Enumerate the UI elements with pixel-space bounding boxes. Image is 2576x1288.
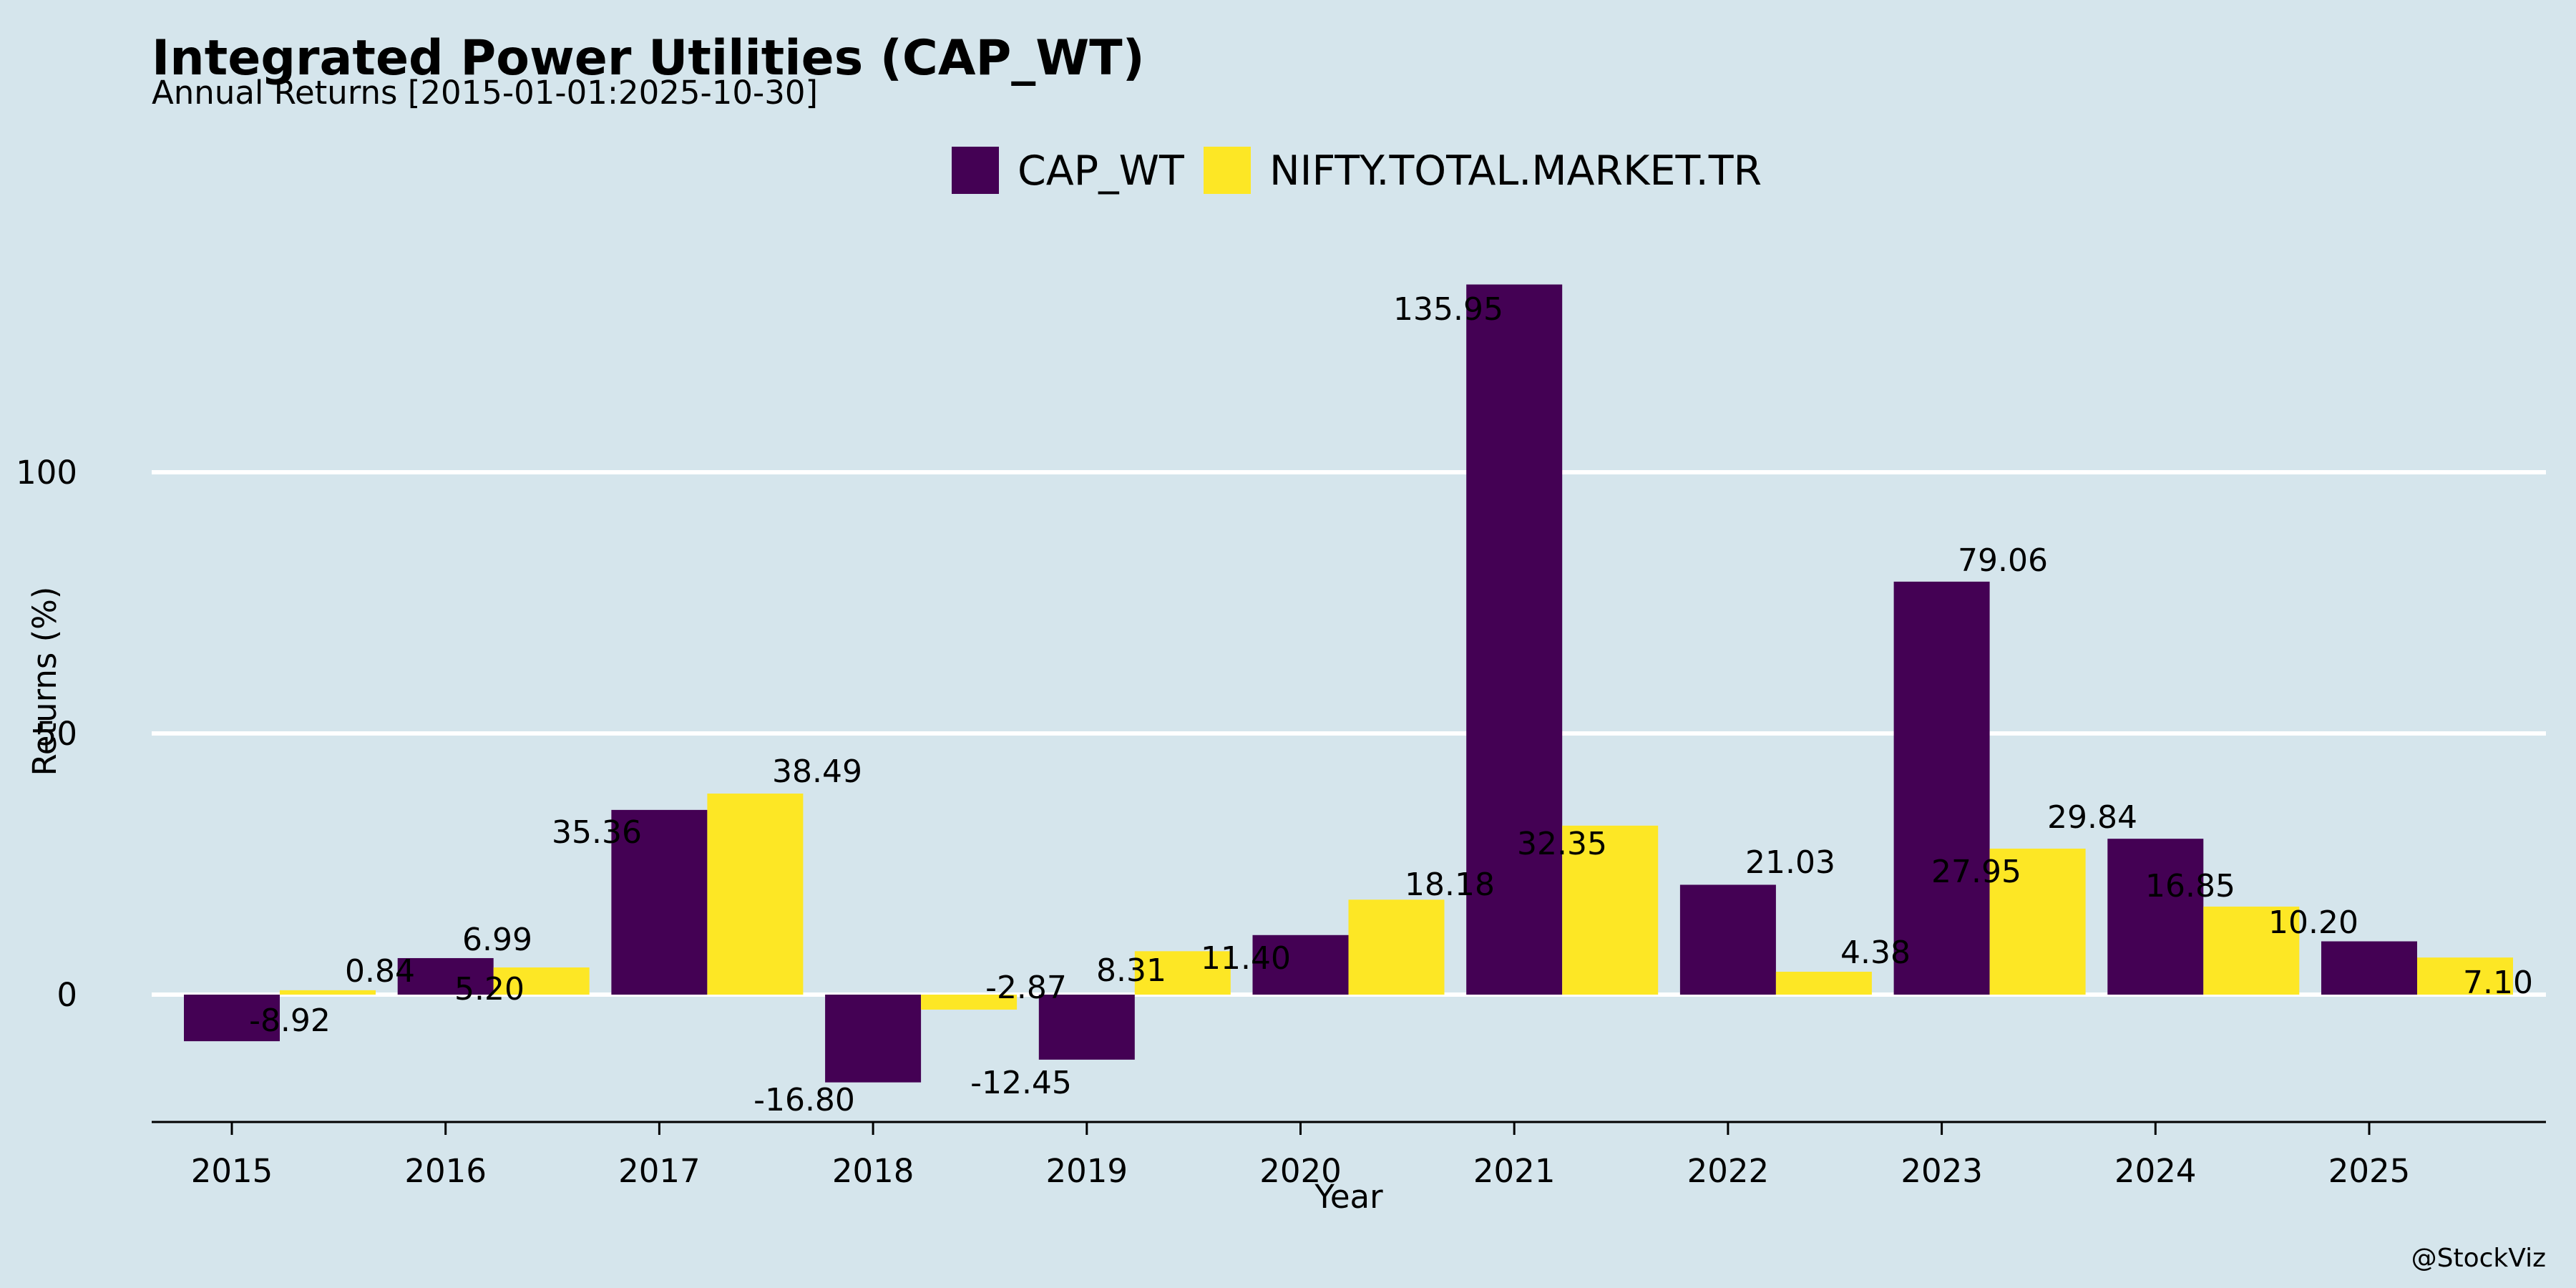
legend-label-cap-wt: CAP_WT	[1018, 147, 1184, 195]
x-tick-label-2021: 2021	[1473, 1152, 1556, 1190]
x-tick-label-2023: 2023	[1901, 1152, 1983, 1190]
x-tick-label-2025: 2025	[2328, 1152, 2411, 1190]
bar-cap-wt-2015	[184, 995, 280, 1042]
bar-cap-wt-2016	[397, 957, 494, 995]
data-label-cap-wt-2015: -8.92	[249, 1002, 331, 1039]
bar-cap-wt-2022	[1679, 884, 1776, 995]
data-label-nifty-total-market-tr-2018: -2.87	[985, 970, 1067, 1006]
bar-nifty-total-market-tr-2016	[493, 967, 590, 995]
bar-nifty-total-market-tr-2018	[921, 995, 1018, 1010]
x-axis-label: Year	[1314, 1178, 1383, 1216]
y-tick-label-50: 50	[36, 715, 77, 753]
data-label-cap-wt-2016: 6.99	[462, 922, 532, 958]
data-label-cap-wt-2021: 135.95	[1393, 291, 1503, 328]
data-label-nifty-total-market-tr-2016: 5.20	[454, 971, 525, 1008]
bar-cap-wt-2023	[1893, 581, 1990, 995]
bar-nifty-total-market-tr-2025	[2417, 957, 2513, 995]
bar-cap-wt-2020	[1252, 935, 1349, 995]
legend-swatch-nifty-total-market-tr	[1204, 147, 1251, 194]
x-tick-label-2020: 2020	[1259, 1152, 1342, 1190]
data-labels: -8.92 0.84 6.99 5.20 35.36 38.49 -16.80 -2.87 -1…	[249, 291, 2533, 1118]
data-label-cap-wt-2025: 10.20	[2268, 904, 2358, 941]
data-label-cap-wt-2017: 35.36	[552, 814, 642, 851]
bar-nifty-total-market-tr-2023	[1989, 848, 2086, 995]
data-label-nifty-total-market-tr-2022: 4.38	[1840, 935, 1911, 971]
data-label-cap-wt-2020: 11.40	[1201, 940, 1291, 977]
data-label-nifty-total-market-tr-2021: 32.35	[1517, 826, 1607, 862]
y-axis-label: Returns (%)	[26, 587, 64, 776]
bar-nifty-total-market-tr-2019	[1134, 951, 1231, 995]
x-tick-label-2022: 2022	[1687, 1152, 1770, 1190]
data-label-nifty-total-market-tr-2024: 16.85	[2145, 868, 2235, 904]
bar-nifty-total-market-tr-2020	[1348, 899, 1445, 995]
legend: CAP_WT NIFTY.TOTAL.MARKET.TR	[952, 147, 1762, 195]
bars	[184, 284, 2513, 1083]
bar-cap-wt-2019	[1038, 995, 1135, 1060]
bar-nifty-total-market-tr-2015	[280, 990, 376, 995]
credit-text: @StockViz	[2411, 1244, 2546, 1273]
x-tick-label-2015: 2015	[191, 1152, 273, 1190]
x-tick-label-2017: 2017	[618, 1152, 701, 1190]
data-label-nifty-total-market-tr-2019: 8.31	[1096, 952, 1166, 989]
chart-subtitle: Annual Returns [2015-01-01:2025-10-30]	[152, 74, 818, 112]
bar-nifty-total-market-tr-2022	[1775, 972, 1872, 995]
x-tick-label-2018: 2018	[832, 1152, 914, 1190]
data-label-cap-wt-2019: -12.45	[970, 1065, 1072, 1101]
data-label-nifty-total-market-tr-2020: 18.18	[1405, 867, 1495, 903]
bar-cap-wt-2018	[825, 995, 922, 1083]
data-label-nifty-total-market-tr-2023: 27.95	[1931, 854, 2021, 890]
bar-cap-wt-2024	[2107, 839, 2204, 995]
data-label-nifty-total-market-tr-2017: 38.49	[772, 753, 862, 790]
x-tick-label-2016: 2016	[404, 1152, 487, 1190]
data-label-cap-wt-2024: 29.84	[2047, 799, 2137, 836]
data-label-cap-wt-2023: 79.06	[1958, 542, 2048, 579]
data-label-cap-wt-2022: 21.03	[1745, 844, 1835, 881]
y-tick-label-100: 100	[16, 454, 77, 492]
bar-nifty-total-market-tr-2021	[1562, 825, 1659, 995]
x-tick-label-2019: 2019	[1046, 1152, 1128, 1190]
y-tick-label-0: 0	[57, 976, 77, 1014]
bar-nifty-total-market-tr-2024	[2203, 906, 2300, 995]
x-tick-label-2024: 2024	[2114, 1152, 2197, 1190]
legend-swatch-cap-wt	[952, 147, 999, 194]
data-label-cap-wt-2018: -16.80	[753, 1082, 855, 1118]
x-axis: 2015 2016 2017 2018 2019 2020 2021 2022 2023 2024…	[152, 1121, 2546, 1190]
data-label-nifty-total-market-tr-2015: 0.84	[345, 953, 415, 990]
bar-cap-wt-2025	[2321, 941, 2417, 995]
data-label-nifty-total-market-tr-2025: 7.10	[2463, 965, 2533, 1001]
legend-label-nifty-total-market-tr: NIFTY.TOTAL.MARKET.TR	[1269, 147, 1762, 195]
chart-title: Integrated Power Utilities (CAP_WT)	[152, 30, 1145, 87]
bar-nifty-total-market-tr-2017	[707, 794, 804, 995]
bar-cap-wt-2017	[611, 809, 708, 995]
y-axis-ticks: 0 50 100	[16, 454, 77, 1014]
bar-cap-wt-2021	[1466, 284, 1563, 995]
